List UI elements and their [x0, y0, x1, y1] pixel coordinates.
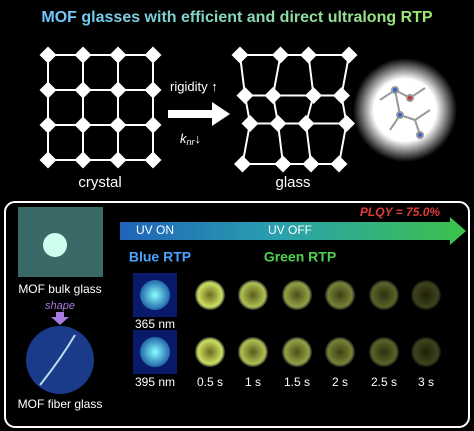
- arrow: [168, 102, 230, 126]
- node: [274, 155, 292, 173]
- bulk-drop: [43, 233, 67, 257]
- node: [39, 46, 57, 64]
- green-sample: [411, 280, 441, 310]
- green-sample: [325, 337, 355, 367]
- blue-glow: [140, 337, 170, 367]
- node: [109, 81, 127, 99]
- time-label: 1.5 s: [284, 375, 310, 389]
- plqy: PLQY = 75.0%: [360, 205, 440, 219]
- node: [39, 81, 57, 99]
- molecule-sphere: [353, 58, 457, 162]
- samples: 365 nm 395 nm 0.5 s 1 s 1.5 s 2 s 2.5 s 3 s: [133, 273, 441, 389]
- panel: [4, 201, 470, 428]
- title: MOF glasses with efficient and direct ul…: [41, 9, 432, 26]
- uv-off: UV OFF: [268, 223, 312, 237]
- node: [333, 87, 350, 104]
- green-sample: [238, 337, 268, 367]
- molecule: [379, 86, 431, 139]
- green-sample: [195, 280, 225, 310]
- green-rtp: Green RTP: [264, 249, 336, 265]
- crystal-label: crystal: [78, 174, 121, 191]
- time-label: 2 s: [332, 375, 348, 389]
- node: [330, 155, 348, 173]
- crystal-lattice: [39, 46, 162, 169]
- blue-rtp: Blue RTP: [129, 249, 191, 265]
- green-sample: [282, 280, 312, 310]
- green-sample: [238, 280, 268, 310]
- node: [144, 81, 162, 99]
- node: [236, 87, 254, 104]
- shape-arrow: [51, 312, 69, 325]
- node: [241, 115, 259, 132]
- node: [269, 115, 287, 132]
- time-label: 0.5 s: [197, 375, 223, 389]
- node: [74, 116, 92, 134]
- node: [234, 155, 251, 173]
- node: [264, 87, 282, 104]
- rigidity-label: rigidity ↑: [170, 79, 218, 94]
- uv-on: UV ON: [136, 223, 174, 237]
- node: [144, 116, 162, 134]
- shape-label: shape: [45, 300, 75, 312]
- glass-label: glass: [275, 174, 310, 191]
- fiber-photo: [26, 326, 94, 394]
- green-sample: [369, 280, 399, 310]
- node: [297, 115, 315, 132]
- node: [338, 115, 355, 132]
- time-label: 2.5 s: [371, 375, 397, 389]
- bulk-label: MOF bulk glass: [18, 282, 101, 296]
- green-sample: [325, 280, 355, 310]
- node: [74, 81, 92, 99]
- green-sample: [369, 337, 399, 367]
- time-label: 3 s: [418, 375, 434, 389]
- wavelength: 365 nm: [135, 317, 175, 331]
- fiber: [39, 334, 76, 386]
- node: [74, 151, 92, 169]
- uv-arrow: [120, 217, 466, 245]
- wavelength: 395 nm: [135, 375, 175, 389]
- node: [74, 46, 92, 64]
- node: [109, 116, 127, 134]
- node: [305, 87, 322, 104]
- knr-label: knr↓: [180, 131, 201, 147]
- fiber-label: MOF fiber glass: [18, 397, 103, 411]
- node: [109, 151, 127, 169]
- node: [144, 151, 162, 169]
- green-sample: [282, 337, 312, 367]
- time-label: 1 s: [245, 375, 261, 389]
- node: [109, 46, 127, 64]
- green-sample: [195, 337, 225, 367]
- node: [302, 155, 320, 173]
- blue-glow: [140, 280, 170, 310]
- green-sample: [411, 337, 441, 367]
